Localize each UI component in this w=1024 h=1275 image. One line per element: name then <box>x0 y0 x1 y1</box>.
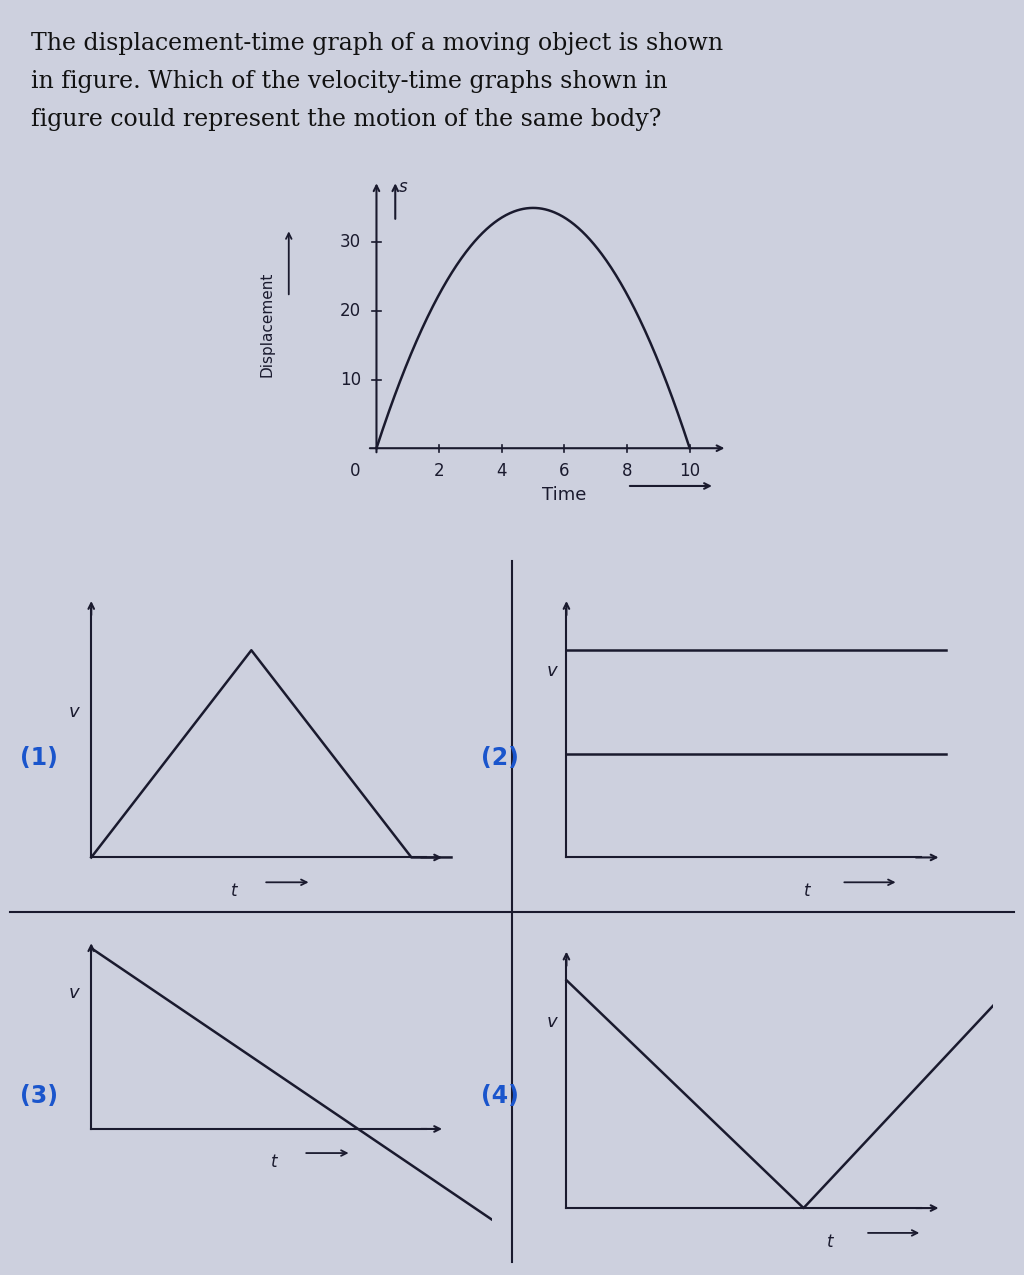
Text: The displacement-time graph of a moving object is shown: The displacement-time graph of a moving … <box>31 32 723 55</box>
Text: (4): (4) <box>481 1084 519 1108</box>
Text: 6: 6 <box>559 462 569 479</box>
Text: v: v <box>69 704 79 722</box>
Text: t: t <box>827 1233 834 1251</box>
Text: 4: 4 <box>497 462 507 479</box>
Text: 10: 10 <box>340 371 360 389</box>
Text: t: t <box>271 1153 278 1170</box>
Text: in figure. Which of the velocity-time graphs shown in: in figure. Which of the velocity-time gr… <box>31 70 668 93</box>
Text: 20: 20 <box>340 302 360 320</box>
Text: (1): (1) <box>20 746 58 770</box>
Text: Displacement: Displacement <box>259 272 274 377</box>
Text: v: v <box>547 1012 557 1030</box>
Text: 10: 10 <box>679 462 700 479</box>
Text: 8: 8 <box>622 462 632 479</box>
Text: Time: Time <box>543 486 587 504</box>
Text: t: t <box>804 882 810 900</box>
Text: figure could represent the motion of the same body?: figure could represent the motion of the… <box>31 108 662 131</box>
Text: 30: 30 <box>340 233 360 251</box>
Text: v: v <box>69 984 79 1002</box>
Text: 2: 2 <box>434 462 444 479</box>
Text: s: s <box>398 179 407 196</box>
Text: (2): (2) <box>481 746 519 770</box>
Text: t: t <box>231 882 238 900</box>
Text: (3): (3) <box>20 1084 58 1108</box>
Text: 0: 0 <box>350 462 360 479</box>
Text: v: v <box>547 662 557 680</box>
